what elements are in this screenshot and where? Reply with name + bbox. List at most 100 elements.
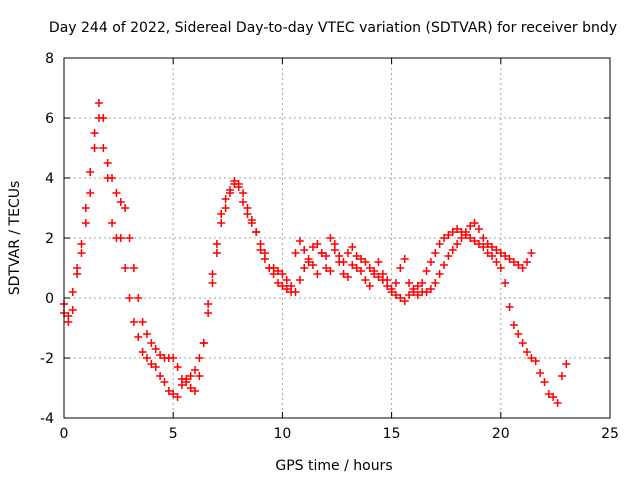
y-tick-label: 0 <box>45 291 54 307</box>
data-point <box>208 279 217 287</box>
x-axis-label: GPS time / hours <box>275 458 392 474</box>
data-point <box>116 198 125 206</box>
data-point <box>269 264 278 272</box>
data-point <box>514 261 523 269</box>
data-point <box>422 288 431 296</box>
data-point <box>518 264 527 272</box>
data-point <box>426 258 435 266</box>
data-point <box>94 99 103 107</box>
data-point <box>509 258 518 266</box>
data-point <box>409 285 418 293</box>
data-point <box>208 270 217 278</box>
y-tick-label: 4 <box>45 171 54 187</box>
data-point <box>195 372 204 380</box>
data-point <box>274 279 283 287</box>
data-point <box>365 264 374 272</box>
data-point <box>112 189 121 197</box>
data-point <box>81 204 90 212</box>
data-point <box>474 225 483 233</box>
series-layer <box>60 99 571 407</box>
series-0 <box>60 99 536 401</box>
data-point <box>304 258 313 266</box>
data-point <box>77 240 86 248</box>
data-point <box>505 255 514 263</box>
y-tick-label: 2 <box>45 231 54 247</box>
data-point <box>466 234 475 242</box>
data-point <box>121 264 130 272</box>
data-point <box>138 318 147 326</box>
data-point <box>138 348 147 356</box>
data-point <box>234 180 243 188</box>
data-point <box>330 240 339 248</box>
data-point <box>322 264 331 272</box>
data-point <box>121 204 130 212</box>
y-tick-label: 8 <box>45 51 54 67</box>
data-point <box>361 258 370 266</box>
data-point <box>221 204 230 212</box>
data-point <box>370 270 379 278</box>
data-point <box>448 246 457 254</box>
x-tick-label: 5 <box>169 426 178 442</box>
data-point <box>86 168 95 176</box>
data-point <box>317 249 326 257</box>
data-point <box>291 249 300 257</box>
data-point <box>540 378 549 386</box>
data-point <box>108 174 117 182</box>
data-point <box>134 333 143 341</box>
data-point <box>278 282 287 290</box>
data-point <box>444 252 453 260</box>
data-point <box>348 243 357 251</box>
data-point <box>142 330 151 338</box>
data-point <box>147 339 156 347</box>
data-point <box>243 204 252 212</box>
data-point <box>308 243 317 251</box>
data-point <box>274 267 283 275</box>
data-point <box>217 219 226 227</box>
data-point <box>169 354 178 362</box>
data-point <box>435 240 444 248</box>
data-point <box>422 267 431 275</box>
x-tick-label: 10 <box>273 426 291 442</box>
data-point <box>562 360 571 368</box>
data-point <box>217 210 226 218</box>
data-point <box>225 186 234 194</box>
data-point <box>440 261 449 269</box>
data-point <box>90 129 99 137</box>
data-point <box>287 282 296 290</box>
data-point <box>339 270 348 278</box>
data-point <box>488 243 497 251</box>
data-point <box>182 378 191 386</box>
data-point <box>418 279 427 287</box>
data-point <box>488 252 497 260</box>
data-point <box>357 267 366 275</box>
data-point <box>343 249 352 257</box>
data-point <box>453 240 462 248</box>
data-point <box>134 294 143 302</box>
x-tick-label: 25 <box>601 426 619 442</box>
data-point <box>496 249 505 257</box>
data-point <box>361 276 370 284</box>
data-point <box>173 393 182 401</box>
data-point <box>523 258 532 266</box>
data-point <box>479 243 488 251</box>
data-point <box>396 294 405 302</box>
data-point <box>352 252 361 260</box>
data-point <box>212 240 221 248</box>
data-point <box>326 234 335 242</box>
data-point <box>73 270 82 278</box>
data-point <box>527 249 536 257</box>
data-point <box>313 240 322 248</box>
data-point <box>300 246 309 254</box>
data-point <box>129 264 138 272</box>
data-point <box>483 240 492 248</box>
data-point <box>444 231 453 239</box>
data-point <box>86 189 95 197</box>
data-point <box>68 288 77 296</box>
data-point <box>129 318 138 326</box>
data-point <box>186 372 195 380</box>
data-point <box>151 363 160 371</box>
data-point <box>383 282 392 290</box>
data-point <box>501 279 510 287</box>
data-point <box>204 300 213 308</box>
